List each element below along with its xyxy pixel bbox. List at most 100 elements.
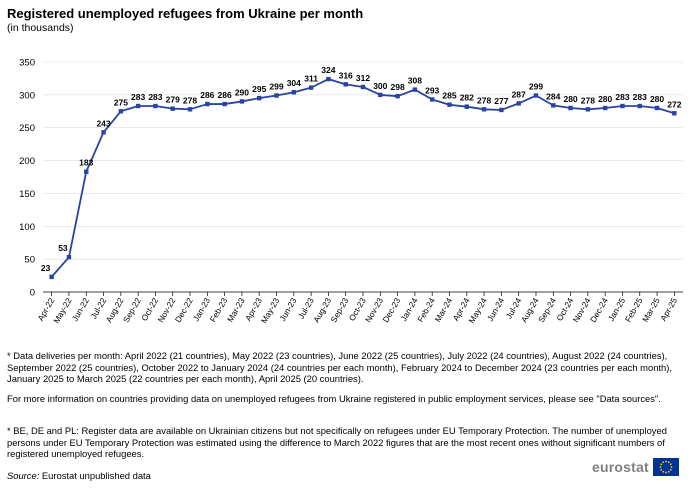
data-point	[308, 85, 314, 90]
chart-subtitle: (in thousands)	[7, 22, 74, 34]
flag-star	[667, 470, 670, 473]
data-label: 308	[408, 76, 422, 86]
flag-star	[669, 463, 672, 466]
x-tick-label: Sep-23	[328, 296, 350, 325]
source-text: Eurostat unpublished data	[39, 470, 151, 481]
flag-star	[659, 466, 662, 468]
data-label: 299	[269, 82, 283, 92]
x-tick-label: Mar-23	[225, 296, 247, 324]
y-tick-label: 100	[19, 222, 35, 233]
data-label: 285	[442, 91, 456, 101]
data-point	[360, 84, 366, 90]
data-label: 283	[148, 92, 162, 102]
data-point	[205, 101, 210, 107]
data-point	[412, 87, 418, 92]
x-tick-label: Dec-24	[588, 296, 610, 324]
data-point	[222, 101, 227, 107]
data-label: 280	[650, 94, 664, 104]
data-label: 287	[512, 89, 526, 99]
data-label: 284	[546, 91, 560, 101]
data-point	[602, 105, 608, 111]
data-point	[654, 105, 660, 111]
y-tick-label: 250	[19, 123, 35, 134]
data-label: 243	[96, 118, 110, 128]
data-point	[118, 109, 124, 114]
data-label: 183	[79, 158, 93, 168]
data-label: 280	[598, 94, 612, 104]
series-line	[50, 78, 675, 278]
data-label: 283	[615, 92, 629, 102]
data-label: 23	[41, 263, 51, 273]
eurostat-logo-text: eurostat	[592, 459, 649, 475]
flag-star	[669, 468, 672, 471]
chart-title: Registered unemployed refugees from Ukra…	[7, 6, 364, 21]
data-point	[585, 107, 591, 112]
data-label: 316	[339, 70, 353, 80]
data-label: 286	[200, 90, 214, 100]
y-tick-label: 0	[30, 288, 35, 299]
data-label: 295	[252, 84, 266, 94]
data-label: 283	[633, 92, 647, 102]
flag-star	[670, 466, 673, 468]
data-label: 272	[667, 99, 681, 109]
flag-star	[662, 461, 664, 464]
x-tick-label: Apr-25	[658, 296, 679, 323]
data-label: 286	[218, 90, 232, 100]
data-point	[464, 104, 469, 109]
data-label: 283	[131, 92, 145, 102]
flag-star	[660, 463, 662, 466]
data-label: 279	[166, 95, 180, 105]
data-label: 280	[563, 94, 577, 104]
y-tick-label: 350	[19, 58, 35, 69]
data-label: 324	[321, 65, 335, 75]
x-tick-label: Sep-22	[121, 296, 143, 325]
data-point	[66, 254, 72, 260]
data-point	[257, 95, 262, 101]
data-point	[84, 169, 89, 174]
data-point	[101, 130, 106, 135]
data-label: 53	[58, 243, 68, 253]
x-tick-label: Jun-24	[485, 296, 507, 323]
footnote-data-deliveries: * Data deliveries per month: April 2022 …	[7, 350, 672, 384]
data-label: 278	[581, 95, 595, 105]
flag-star	[664, 471, 667, 474]
data-point	[239, 99, 245, 104]
data-point	[135, 103, 141, 109]
data-point	[170, 106, 175, 111]
data-label: 278	[477, 95, 491, 105]
data-point	[499, 107, 504, 113]
data-point	[533, 93, 539, 98]
y-tick-label: 200	[19, 156, 35, 167]
x-tick-label: Jun-22	[70, 296, 92, 323]
data-point	[551, 103, 556, 108]
x-tick-label: Sep-24	[536, 296, 558, 325]
data-point	[395, 93, 400, 99]
x-tick-label: Dec-23	[380, 296, 402, 324]
data-point	[568, 105, 573, 111]
data-point	[429, 97, 435, 102]
data-point	[620, 103, 625, 109]
data-label: 299	[529, 82, 543, 92]
data-label: 300	[373, 81, 387, 91]
eu-flag-icon	[652, 458, 679, 476]
flag-star	[660, 468, 662, 471]
footnote-be-de-pl: * BE, DE and PL: Register data are avail…	[7, 425, 667, 459]
source-label: Source:	[7, 470, 40, 481]
data-label: 293	[425, 85, 439, 95]
flag-star	[667, 461, 670, 464]
x-tick-label: Dec-22	[173, 296, 195, 324]
footnote-more-info: For more information on countries provid…	[7, 393, 661, 404]
eurostat-logo: eurostat	[592, 458, 679, 476]
data-label: 278	[183, 95, 197, 105]
flag-star	[662, 470, 664, 473]
data-point	[672, 111, 677, 116]
data-point	[516, 101, 521, 106]
data-point	[343, 82, 348, 87]
data-label: 304	[287, 78, 301, 88]
data-point	[153, 103, 158, 109]
data-label: 298	[391, 82, 405, 92]
data-point	[447, 102, 452, 107]
x-tick-label: Mar-24	[432, 296, 454, 324]
x-tick-label: Jun-23	[277, 296, 299, 323]
data-point	[326, 76, 331, 82]
